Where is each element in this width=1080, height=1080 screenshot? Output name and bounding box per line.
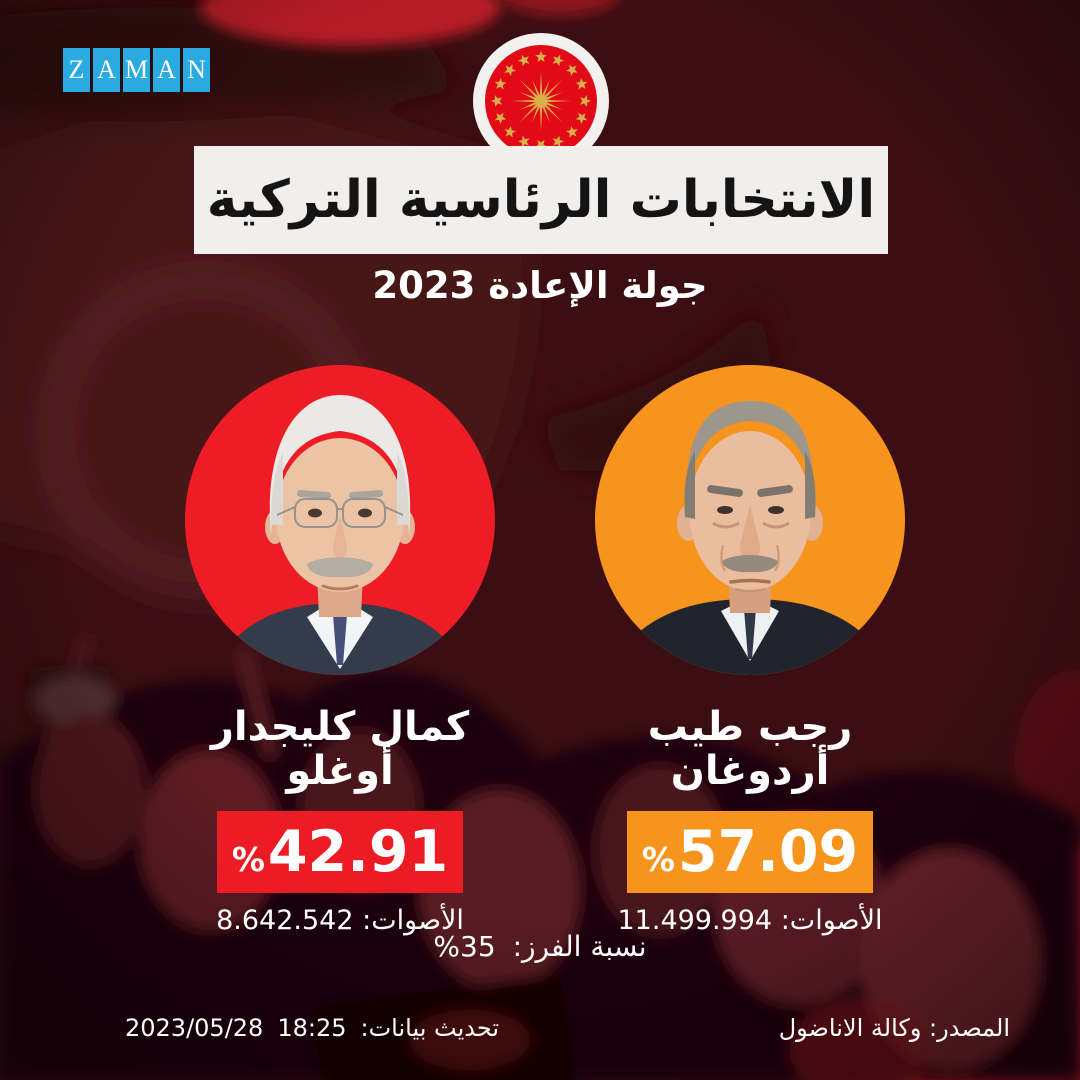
votes-label: الأصوات:	[362, 905, 464, 936]
logo-letter-tile: N	[183, 48, 210, 92]
title-banner: الانتخابات الرئاسية التركية	[194, 146, 888, 254]
candidate-photo-erdogan	[595, 365, 905, 675]
page-title: الانتخابات الرئاسية التركية	[206, 170, 876, 230]
votes-line: الأصوات: 8.642.542	[160, 905, 520, 936]
counting-rate-line: نسبة الفرز: %35	[0, 930, 1080, 963]
percent-value: 42.91	[267, 819, 449, 885]
percent-sign: %	[641, 840, 675, 879]
percent-sign: %	[231, 840, 265, 879]
logo-letter-tile: A	[93, 48, 120, 92]
logo-letter-tile: A	[153, 48, 180, 92]
zaman-logo: Z A M A N	[63, 48, 210, 92]
candidate-photo-kilicdaroglu	[185, 365, 495, 675]
percentage-box-erdogan: % 57.09	[627, 811, 873, 893]
votes-line: الأصوات: 11.499.994	[570, 905, 930, 936]
candidate-card-kilicdaroglu: كمال كليجدار أوغلو % 42.91 الأصوات: 8.64…	[160, 365, 520, 936]
candidate-name: كمال كليجدار أوغلو	[210, 704, 470, 794]
logo-letter-tile: Z	[63, 48, 90, 92]
counting-label: نسبة الفرز:	[512, 930, 647, 963]
update-date: 2023/05/28	[125, 1014, 264, 1042]
candidate-name: رجب طيب أردوغان	[647, 704, 853, 794]
percentage-box-kilicdaroglu: % 42.91	[217, 811, 463, 893]
portrait-erdogan	[606, 401, 894, 675]
counting-value: %35	[433, 930, 496, 963]
update-time: 18:25	[277, 1014, 347, 1042]
candidate-card-erdogan: رجب طيب أردوغان % 57.09 الأصوات: 11.499.…	[570, 365, 930, 936]
update-timestamp-line: تحديث بيانات: 18:25 2023/05/28	[105, 1014, 499, 1042]
percent-value: 57.09	[677, 819, 859, 885]
votes-value: 8.642.542	[216, 905, 354, 936]
source-line: المصدر: وكالة الاناضول	[778, 1014, 1010, 1042]
presidential-seal-icon	[473, 33, 609, 169]
page-subtitle: جولة الإعادة 2023	[372, 264, 708, 307]
update-label: تحديث بيانات:	[360, 1014, 500, 1042]
portrait-kilicdaroglu	[213, 395, 467, 675]
logo-letter-tile: M	[123, 48, 150, 92]
votes-value: 11.499.994	[617, 905, 773, 936]
votes-label: الأصوات:	[780, 905, 883, 936]
